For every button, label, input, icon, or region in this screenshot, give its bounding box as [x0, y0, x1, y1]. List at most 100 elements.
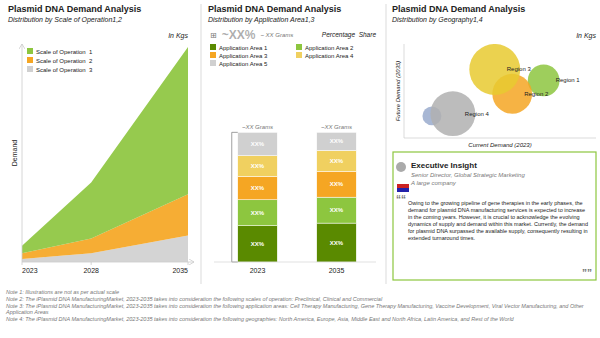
- note: Note 4: The iPlasmid DNA ManufacturingMa…: [6, 316, 594, 323]
- area: [22, 47, 188, 253]
- x-axis: [404, 138, 596, 139]
- flag-strip: [397, 184, 409, 188]
- legend-label: Application Area 2: [305, 45, 354, 51]
- legend-swatch: [27, 48, 33, 54]
- divider: [201, 4, 202, 284]
- note: Note 1: Illustrations are not as per act…: [6, 289, 594, 296]
- legend-swatch: [296, 44, 302, 50]
- insight-role: Senior Director, Global Strategic Market…: [411, 172, 525, 178]
- notes: Note 1: Illustrations are not as per act…: [6, 289, 594, 323]
- plot-area: [22, 47, 188, 262]
- x-tick-label: 2023: [22, 267, 38, 274]
- y-axis-label: Future Demand (2035): [395, 61, 401, 122]
- legend-swatch: [210, 52, 216, 58]
- legend-label: Application Area 1: [219, 45, 268, 51]
- unit-label: In Kgs: [576, 32, 596, 40]
- data-label: XX%: [251, 141, 265, 147]
- bar-segment: [317, 150, 357, 171]
- bracket: [232, 132, 238, 262]
- data-label: XX%: [330, 181, 344, 187]
- y-axis-label: Demand: [11, 140, 18, 167]
- data-label: XX%: [330, 207, 344, 213]
- note: Note 2: The iPlasmid DNA ManufacturingMa…: [6, 296, 594, 303]
- insight-company: A large company: [410, 180, 457, 186]
- annotation: ~XX%: [222, 28, 256, 42]
- legend: Application Area 1 Application Area 2 Appl…: [210, 44, 354, 67]
- bracket-line: [232, 132, 238, 133]
- x-tick-label: 2035: [172, 267, 188, 274]
- x-tick: [91, 262, 92, 265]
- divider: [386, 4, 387, 284]
- data-label: XX%: [330, 240, 344, 246]
- data-label: XX%: [330, 158, 344, 164]
- insight-border: [393, 152, 596, 280]
- bar-segment: [317, 223, 357, 262]
- y-axis: [22, 44, 23, 262]
- subtitle: Distribution by Scale of Operation1,2: [8, 16, 122, 24]
- legend-swatch: [296, 52, 302, 58]
- legend-label: Application Area 4: [305, 53, 354, 59]
- y-axis: [404, 44, 405, 138]
- bubble-labels: Region 1 Region 2 Region 3 Region 4: [465, 66, 580, 116]
- quote-mark: ””: [582, 268, 592, 279]
- quote-mark: ““: [396, 194, 406, 205]
- note: Note 3: The iPlasmid DNA ManufacturingMa…: [6, 303, 594, 317]
- bar-segment: [238, 132, 278, 155]
- total-label: ~XX Grams: [242, 124, 273, 130]
- legend-swatch: [27, 66, 33, 72]
- baseline: [214, 262, 376, 263]
- legend-swatch: [210, 60, 216, 66]
- x-axis-label: Current Demand (2023): [468, 142, 531, 148]
- bar-segment: [238, 226, 278, 262]
- legend-label: Scale of Operation 2: [36, 58, 93, 64]
- bubble-label: Region 1: [556, 77, 581, 83]
- bar-segment: [238, 176, 278, 199]
- chart-canvas: Plasmid DNA Demand Analysis Distribution …: [0, 0, 600, 338]
- legend-label: Application Area 5: [219, 61, 268, 67]
- legend-label: Scale of Operation 3: [36, 67, 93, 73]
- legend-swatch: [210, 44, 216, 50]
- page: Plasmid DNA Demand Analysis Distribution …: [0, 0, 600, 338]
- insight-box: Executive Insight Senior Director, Global…: [393, 152, 596, 280]
- title: Plasmid DNA Demand Analysis: [8, 4, 141, 14]
- title: Plasmid DNA Demand Analysis: [392, 4, 525, 14]
- insight-text: Owing to the growing pipeline of gene th…: [408, 200, 590, 242]
- person-icon: [396, 162, 406, 172]
- data-label: XX%: [251, 241, 265, 247]
- x-tick-label: 2023: [250, 267, 266, 274]
- x-tick-label: 2035: [329, 267, 345, 274]
- plot-area: [422, 44, 559, 136]
- data-label: XX%: [251, 185, 265, 191]
- bar-segment: [317, 132, 357, 150]
- bar-segment: [317, 171, 357, 197]
- x-tick-label: 2028: [83, 267, 99, 274]
- data-label: XX%: [251, 163, 265, 169]
- subtitle: Distribution by Geography1,4: [392, 16, 483, 24]
- legend-label: Scale of Operation 1: [36, 49, 93, 55]
- bubble-label: Region 3: [507, 66, 532, 72]
- bracket-line: [231, 132, 232, 262]
- x-tick: [22, 262, 23, 265]
- legend-swatch: [27, 57, 33, 63]
- unit-label: Percentage Share: [322, 31, 377, 39]
- annotation: ⊞: [210, 31, 217, 40]
- total-label: ~XX Grams: [321, 124, 352, 130]
- insight-title: Executive Insight: [411, 161, 477, 170]
- title: Plasmid DNA Demand Analysis: [208, 4, 341, 14]
- bar-segment: [317, 197, 357, 223]
- bubble-label: Region 4: [465, 111, 490, 117]
- data-label: XX%: [251, 210, 265, 216]
- flag-strip: [397, 188, 409, 192]
- unit-label: In Kgs: [168, 32, 188, 40]
- bubble-label: Region 2: [524, 91, 549, 97]
- annotation: ~ XX Grams: [260, 32, 293, 38]
- subtitle: Distribution by Application Area1,3: [208, 16, 315, 24]
- legend: Scale of Operation 1 Scale of Operation 2…: [27, 48, 93, 73]
- data-label: XX%: [330, 138, 344, 144]
- plot-area: [238, 132, 357, 262]
- x-axis: [22, 262, 194, 263]
- bar-segment: [238, 200, 278, 226]
- data-labels: XX% XX% XX% XX% XX% XX% XX% XX% XX% XX%: [251, 138, 344, 246]
- bar-segment: [238, 156, 278, 177]
- x-tick: [188, 262, 189, 265]
